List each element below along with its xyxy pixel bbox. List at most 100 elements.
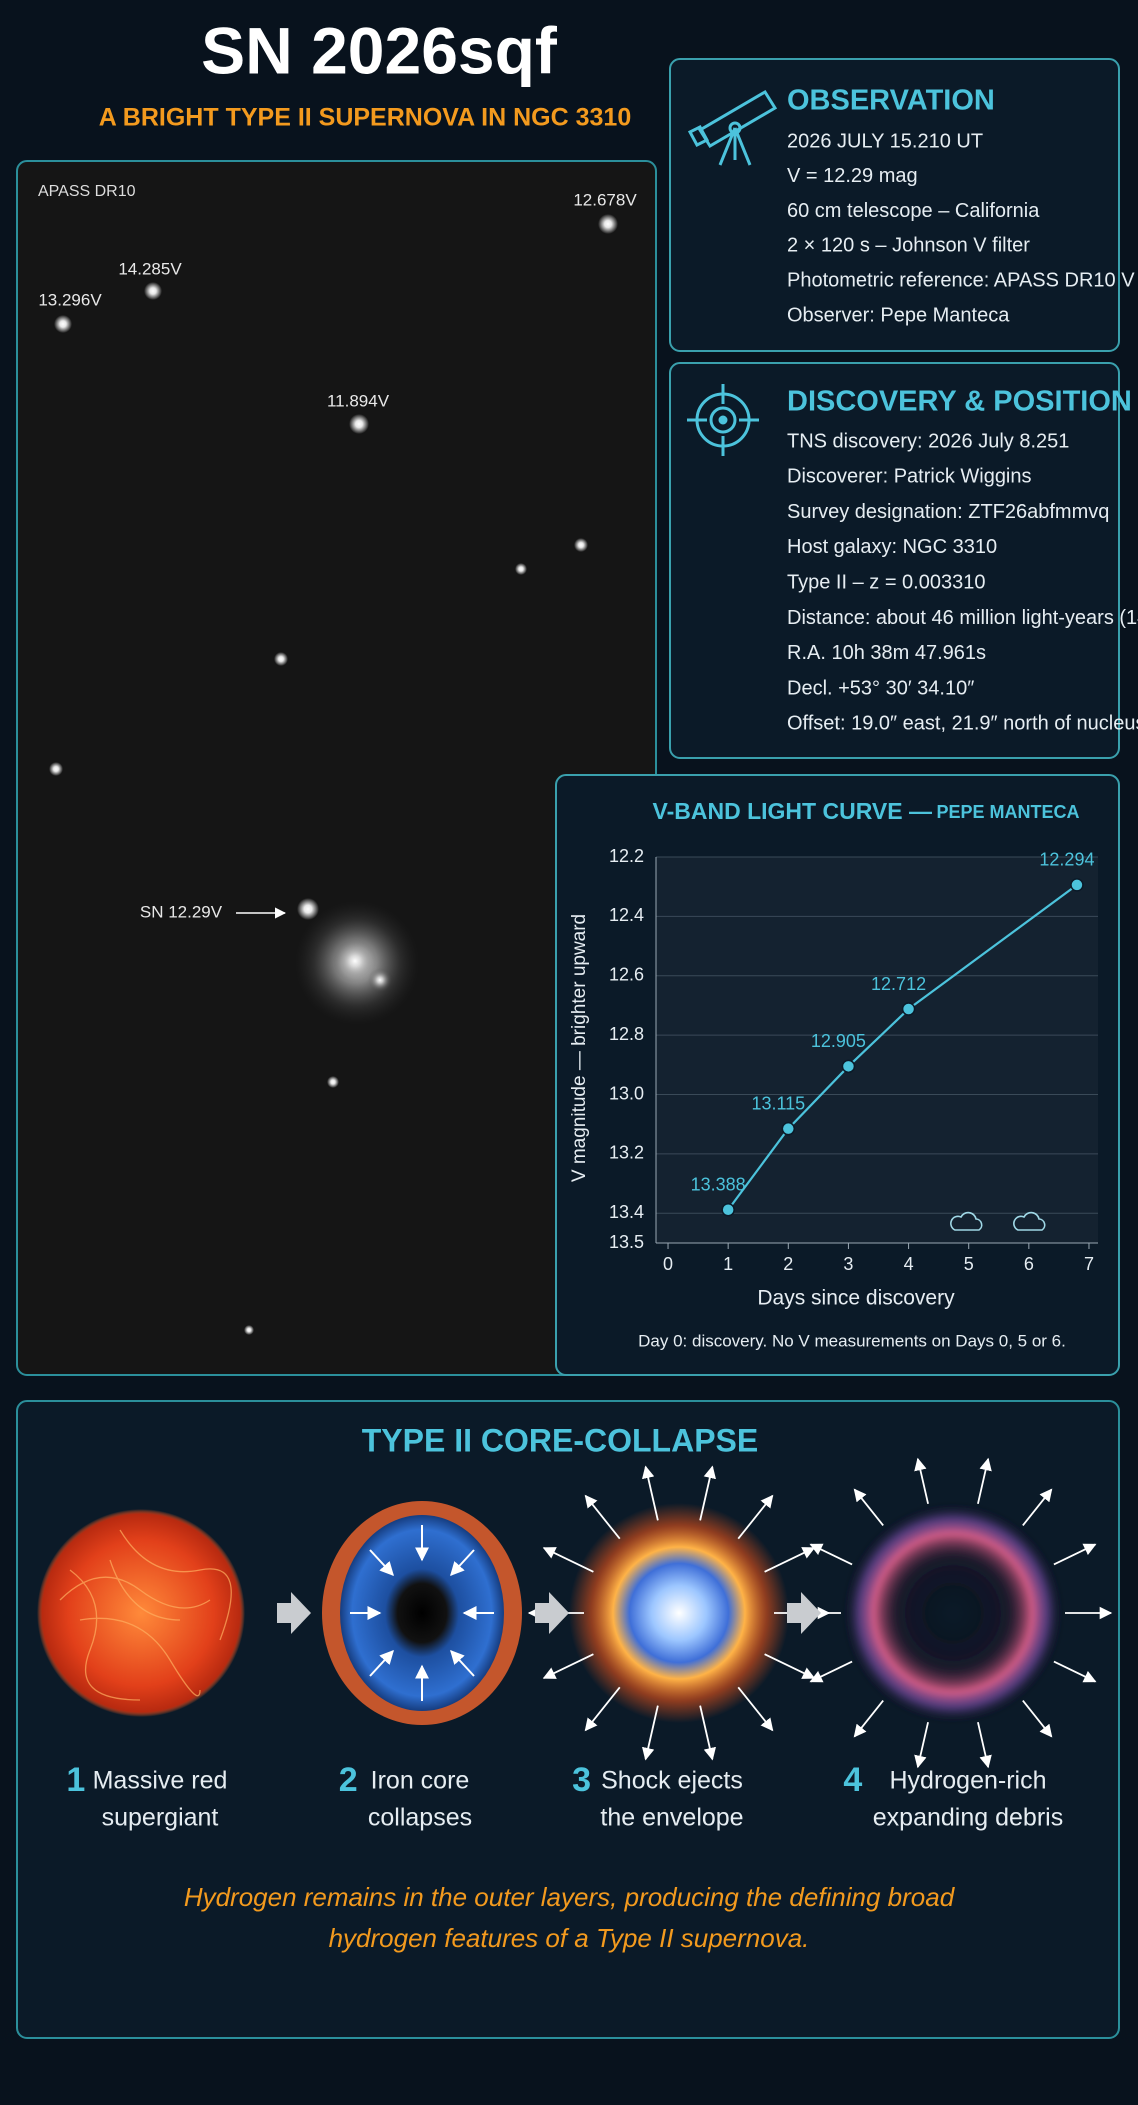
stage-number: 4 (843, 1761, 862, 1799)
y-tick-label: 13.5 (609, 1232, 644, 1252)
galaxy-core (333, 939, 377, 983)
star (598, 214, 618, 234)
stage-label: expanding debris (873, 1804, 1063, 1832)
image-corner-label: APASS DR10 (38, 183, 136, 200)
caption-line: hydrogen features of a Type II supernova… (329, 1923, 810, 1953)
star-label: 12.678V (573, 190, 637, 209)
y-tick-label: 12.4 (609, 905, 644, 925)
stage-label: Massive red (93, 1767, 228, 1795)
caption-line: Hydrogen remains in the outer layers, pr… (184, 1882, 956, 1912)
stage-number: 1 (66, 1761, 85, 1799)
star (54, 315, 72, 333)
data-label: 12.905 (811, 1031, 866, 1051)
observation-line: 2 × 120 s – Johnson V filter (787, 235, 1030, 257)
stage-label: collapses (368, 1804, 472, 1832)
telescope-icon (687, 89, 778, 166)
discovery-line: Discoverer: Patrick Wiggins (787, 466, 1032, 488)
y-tick-label: 12.2 (609, 846, 644, 866)
stage-label: Hydrogen-rich (889, 1767, 1046, 1795)
x-tick-label: 2 (783, 1254, 793, 1274)
y-tick-label: 12.8 (609, 1024, 644, 1044)
discovery-line: Decl. +53° 30′ 34.10″ (787, 677, 974, 699)
observation-lines: 2026 JULY 15.210 UT V = 12.29 mag 60 cm te… (787, 130, 1135, 326)
shock-burst (569, 1503, 789, 1723)
outflow-arrow (764, 1547, 816, 1573)
y-tick-label: 13.0 (609, 1083, 644, 1103)
light-curve: 12.2 12.4 12.6 12.8 13.0 13.2 13.4 13.5 0 1 2 3 4 5 6 7… (609, 846, 1098, 1274)
outflow-arrow (584, 1494, 621, 1540)
chart-title-main: V-BAND LIGHT CURVE — (653, 798, 932, 824)
data-label: 12.294 (1039, 850, 1094, 870)
x-tick-label: 0 (663, 1254, 673, 1274)
galaxy-knot (368, 968, 392, 992)
star (297, 898, 319, 920)
sky-image: 12.678V 14.285V 13.296V 11.894V SN 12.29V (38, 190, 637, 1335)
outflow-arrow (809, 1543, 853, 1566)
image-panel (16, 160, 657, 1376)
data-label: 12.712 (871, 974, 926, 994)
stage-label: Iron core (371, 1767, 470, 1795)
outflow-arrow (542, 1653, 594, 1679)
outflow-arrow (642, 1705, 659, 1761)
star (49, 762, 63, 776)
outflow-arrow (1053, 1543, 1097, 1566)
chart-title-credit: PEPE MANTECA (936, 802, 1079, 822)
star-label: 14.285V (118, 259, 182, 278)
x-tick-label: 1 (723, 1254, 733, 1274)
stage-illustrations (37, 1457, 1113, 1769)
outflow-arrow (737, 1686, 774, 1732)
observation-line: Photometric reference: APASS DR10 V (787, 269, 1135, 291)
star (515, 563, 527, 575)
x-axis-label: Days since discovery (757, 1287, 955, 1310)
outflow-arrow (853, 1700, 884, 1738)
stage-label: Shock ejects (601, 1767, 743, 1795)
discovery-line: Distance: about 46 million light-years (… (787, 607, 1138, 629)
discovery-line: R.A. 10h 38m 47.961s (787, 642, 986, 664)
observation-line: Observer: Pepe Manteca (787, 304, 1010, 326)
x-tick-label: 6 (1024, 1254, 1034, 1274)
star (274, 652, 288, 666)
outflow-arrow (809, 1660, 853, 1683)
step-arrows (277, 1592, 821, 1634)
observation-line: 2026 JULY 15.210 UT (787, 130, 983, 152)
star-label: 11.894V (327, 391, 390, 410)
y-tick-label: 13.2 (609, 1143, 644, 1163)
stage-number: 2 (339, 1761, 358, 1799)
outflow-arrow (914, 1457, 929, 1505)
plot-area (656, 857, 1098, 1243)
discovery-line: Survey designation: ZTF26abfmmvq (787, 501, 1109, 523)
discovery-line: Offset: 19.0″ east, 21.9″ north of nucle… (787, 713, 1138, 735)
star-label: SN 12.29V (140, 902, 223, 921)
observation-line: 60 cm telescope – California (787, 200, 1040, 222)
outflow-arrow (699, 1705, 716, 1761)
observation-heading: OBSERVATION (787, 85, 995, 117)
chart-panel (555, 774, 1120, 1376)
star-label: 13.296V (38, 290, 102, 309)
discovery-line: TNS discovery: 2026 July 8.251 (787, 430, 1069, 452)
outflow-arrow (584, 1686, 621, 1732)
data-label: 13.115 (751, 1093, 805, 1113)
point (901, 1002, 916, 1016)
outflow-arrow (977, 1457, 992, 1505)
target-icon (687, 384, 759, 456)
outflow-arrow (1022, 1488, 1053, 1526)
title: SN 2026sqf (201, 13, 558, 87)
observation-line: V = 12.29 mag (787, 165, 918, 187)
outflow-arrow (764, 1653, 816, 1679)
point (781, 1121, 796, 1136)
point (841, 1059, 856, 1074)
outflow-arrow (642, 1465, 659, 1521)
discovery-heading: DISCOVERY & POSITION (787, 386, 1132, 418)
stage-label: supergiant (102, 1804, 219, 1832)
data-label: 13.388 (691, 1174, 746, 1194)
caption: Hydrogen remains in the outer layers, pr… (184, 1882, 956, 1953)
point (1070, 878, 1084, 892)
star (144, 282, 162, 300)
outflow-arrow (1022, 1700, 1053, 1738)
stage-number: 3 (572, 1761, 591, 1799)
chart-title: V-BAND LIGHT CURVE — PEPE MANTECA (653, 798, 1080, 824)
outflow-arrows (527, 1457, 1113, 1769)
outflow-arrow (699, 1465, 716, 1521)
